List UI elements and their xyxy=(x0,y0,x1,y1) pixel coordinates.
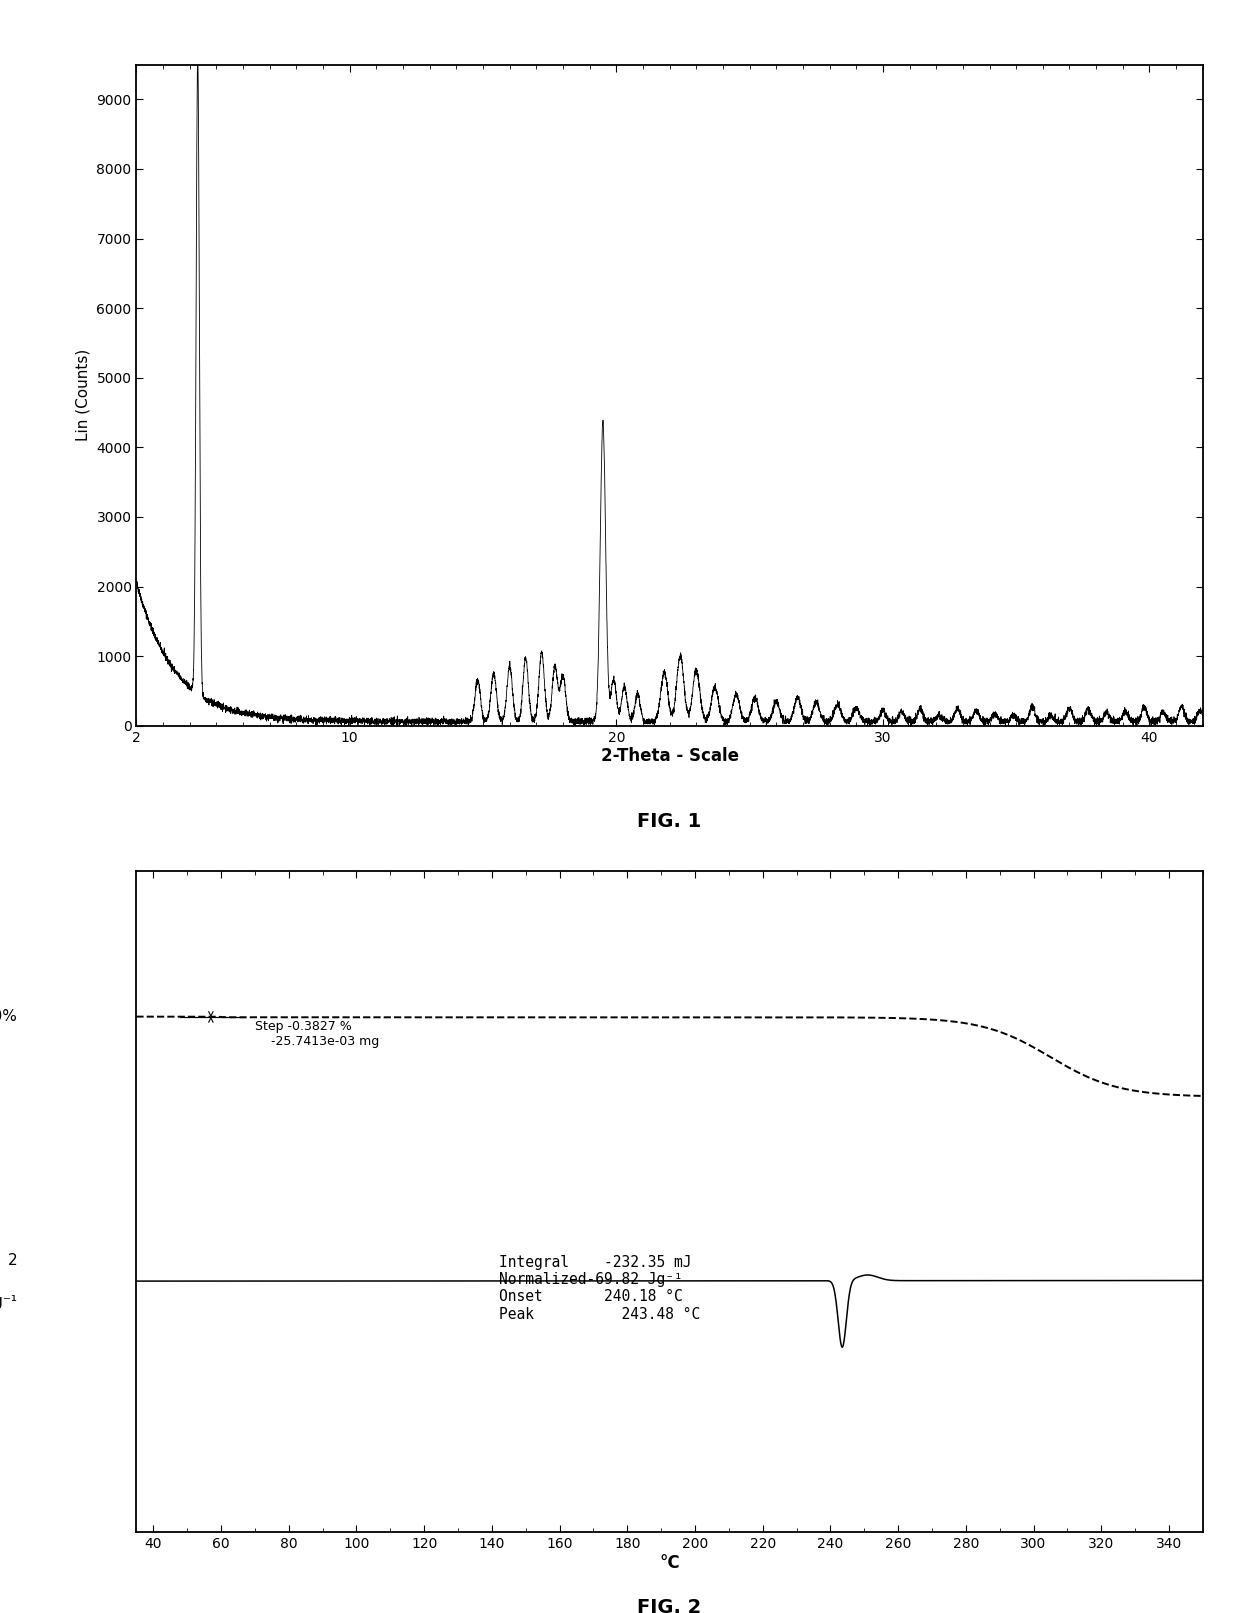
Text: FIG. 1: FIG. 1 xyxy=(637,811,702,831)
Text: Integral    -232.35 mJ
Normalized-69.82 Jg⁻¹
Onset       240.18 °C
Peak         : Integral -232.35 mJ Normalized-69.82 Jg⁻… xyxy=(498,1255,701,1321)
Text: 2: 2 xyxy=(9,1253,17,1268)
Y-axis label: Lin (Counts): Lin (Counts) xyxy=(76,348,91,442)
Text: Wg⁻¹: Wg⁻¹ xyxy=(0,1294,17,1310)
Text: Step -0.3827 %
    -25.7413e-03 mg: Step -0.3827 % -25.7413e-03 mg xyxy=(255,1019,379,1048)
Text: FIG. 2: FIG. 2 xyxy=(637,1598,702,1613)
X-axis label: °C: °C xyxy=(660,1553,680,1573)
X-axis label: 2-Theta - Scale: 2-Theta - Scale xyxy=(600,747,739,765)
Text: 20%: 20% xyxy=(0,1010,17,1024)
